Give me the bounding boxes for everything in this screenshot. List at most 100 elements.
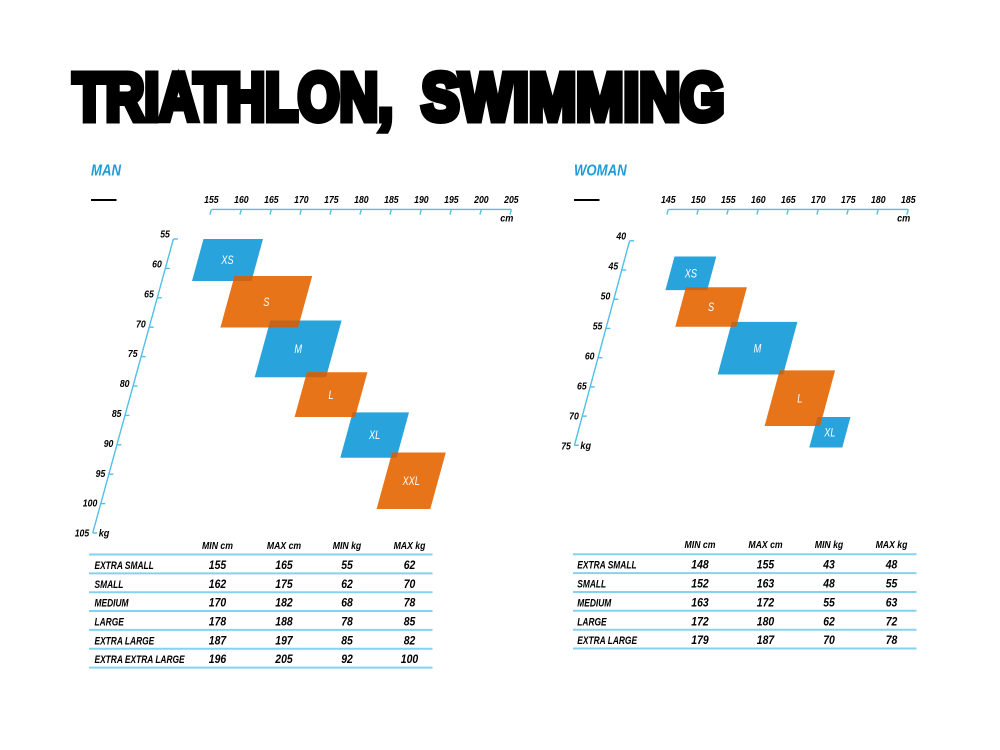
svg-text:50: 50 [601,291,611,302]
svg-text:SMALL: SMALL [95,579,124,592]
svg-text:85: 85 [341,635,353,648]
svg-text:75: 75 [128,349,138,360]
svg-text:179: 179 [691,634,709,647]
svg-text:MAX kg: MAX kg [876,539,908,550]
svg-text:105: 105 [75,528,90,539]
svg-text:43: 43 [822,559,835,572]
svg-text:EXTRA SMALL: EXTRA SMALL [95,560,154,573]
svg-text:163: 163 [691,597,709,610]
svg-text:55: 55 [160,229,170,240]
svg-text:197: 197 [275,635,293,648]
svg-text:95: 95 [96,468,106,479]
svg-text:55: 55 [886,578,898,591]
svg-text:MAX cm: MAX cm [748,539,782,550]
svg-text:172: 172 [757,597,775,610]
svg-text:EXTRA LARGE: EXTRA LARGE [95,635,155,648]
svg-text:180: 180 [354,194,369,205]
svg-text:MAN: MAN [91,163,122,180]
svg-text:XL: XL [368,430,380,442]
svg-text:178: 178 [209,616,227,629]
svg-text:MEDIUM: MEDIUM [95,597,129,610]
svg-text:180: 180 [871,194,886,205]
svg-text:MAX kg: MAX kg [394,540,426,551]
svg-text:kg: kg [580,440,591,452]
svg-text:155: 155 [757,559,775,572]
svg-text:68: 68 [341,597,353,610]
svg-text:152: 152 [691,578,709,591]
svg-text:92: 92 [341,654,353,667]
svg-text:190: 190 [414,194,429,205]
svg-text:45: 45 [608,261,619,272]
svg-text:165: 165 [781,194,796,205]
svg-text:180: 180 [757,616,775,629]
svg-text:100: 100 [83,498,98,509]
svg-text:90: 90 [104,438,114,449]
svg-text:85: 85 [112,408,122,419]
svg-text:MIN kg: MIN kg [333,540,362,551]
svg-text:cm: cm [500,213,513,225]
svg-text:187: 187 [209,635,227,648]
svg-text:MIN cm: MIN cm [202,540,233,551]
svg-text:XS: XS [684,269,697,281]
svg-text:170: 170 [209,597,227,610]
svg-text:145: 145 [661,194,676,205]
svg-text:175: 175 [841,194,856,205]
svg-text:S: S [708,302,714,314]
svg-text:82: 82 [404,635,416,648]
svg-text:175: 175 [275,578,293,591]
svg-text:EXTRA EXTRA LARGE: EXTRA EXTRA LARGE [95,654,185,667]
svg-text:78: 78 [404,597,416,610]
svg-text:80: 80 [120,379,130,390]
svg-text:78: 78 [886,634,898,647]
svg-text:185: 185 [384,194,399,205]
svg-text:188: 188 [275,616,293,629]
svg-text:85: 85 [404,616,416,629]
svg-text:LARGE: LARGE [577,616,607,629]
svg-text:MIN kg: MIN kg [815,539,844,550]
svg-text:SMALL: SMALL [577,578,606,591]
svg-text:163: 163 [757,578,775,591]
svg-text:55: 55 [593,321,603,332]
svg-text:48: 48 [822,578,835,591]
svg-text:40: 40 [615,231,626,242]
svg-text:EXTRA SMALL: EXTRA SMALL [577,560,636,573]
svg-text:155: 155 [721,194,736,205]
svg-text:170: 170 [811,194,826,205]
svg-text:65: 65 [144,289,154,300]
svg-text:100: 100 [401,654,419,667]
svg-text:70: 70 [569,411,579,422]
svg-text:WOMAN: WOMAN [574,163,627,180]
svg-text:165: 165 [264,194,279,205]
svg-text:200: 200 [473,194,489,205]
svg-text:182: 182 [275,597,293,610]
svg-text:72: 72 [886,616,898,629]
svg-text:M: M [294,344,302,356]
svg-text:78: 78 [341,616,353,629]
svg-text:75: 75 [561,441,571,452]
svg-text:SWIMMING: SWIMMING [422,60,725,135]
svg-text:175: 175 [324,194,339,205]
svg-text:70: 70 [823,634,835,647]
svg-text:60: 60 [585,351,595,362]
svg-text:155: 155 [209,559,227,572]
svg-text:55: 55 [341,559,353,572]
svg-text:195: 195 [444,194,459,205]
svg-text:60: 60 [152,259,162,270]
svg-text:65: 65 [577,381,587,392]
svg-text:MAX cm: MAX cm [267,540,301,551]
svg-text:M: M [754,343,762,355]
svg-text:205: 205 [274,654,293,667]
svg-text:160: 160 [234,194,249,205]
svg-text:205: 205 [503,194,519,205]
svg-text:kg: kg [99,528,110,540]
svg-text:XL: XL [823,428,835,440]
svg-text:63: 63 [886,597,898,610]
svg-text:165: 165 [275,559,293,572]
svg-text:cm: cm [897,213,910,225]
svg-text:48: 48 [885,559,898,572]
svg-text:MEDIUM: MEDIUM [577,597,611,610]
svg-text:185: 185 [901,194,916,205]
svg-text:L: L [328,390,333,402]
svg-text:160: 160 [751,194,766,205]
svg-text:S: S [263,297,269,309]
